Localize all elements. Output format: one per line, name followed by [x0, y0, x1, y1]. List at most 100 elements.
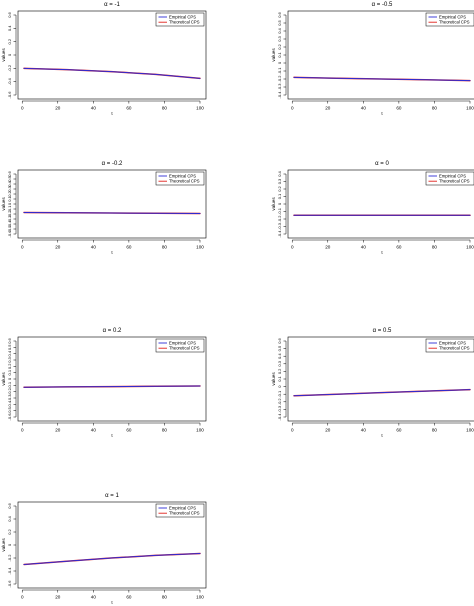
y-tick-label: -0.3	[277, 222, 282, 230]
y-tick-label: 0	[7, 202, 12, 205]
x-tick-label: 20	[55, 595, 61, 600]
series-line-empirical-cps	[23, 385, 201, 388]
x-tick-label: 100	[196, 106, 204, 111]
chart-title: α = -0.5	[372, 2, 393, 8]
x-tick-label: 20	[325, 245, 331, 250]
y-tick-label: -0.6	[7, 413, 12, 421]
y-tick-label: 0.1	[277, 193, 282, 199]
y-tick-label: -0.4	[7, 400, 12, 408]
x-tick-label: 80	[162, 106, 168, 111]
y-tick-label: 0.6	[7, 11, 12, 17]
chart-title: α = -1	[104, 2, 120, 8]
y-tick-label: -0.3	[277, 405, 282, 413]
y-tick-label: -0.1	[277, 390, 282, 398]
x-axis-label: t	[111, 600, 113, 605]
y-tick-label: -0.4	[277, 230, 282, 238]
y-tick-label: 0.2	[277, 368, 282, 374]
series-line-empirical-cps	[23, 67, 201, 79]
y-axis-label: values	[271, 48, 276, 62]
x-tick-label: 0	[291, 428, 294, 433]
y-tick-label: 0.3	[277, 178, 282, 184]
x-axis-label: t	[381, 433, 383, 438]
y-tick-label: -0.5	[7, 406, 12, 414]
y-tick-label: -0.3	[7, 394, 12, 402]
y-tick-label: -0.6	[7, 580, 12, 588]
x-tick-label: 40	[91, 106, 97, 111]
legend-label: Empirical CPS	[439, 174, 466, 179]
x-tick-label: 0	[291, 106, 294, 111]
x-tick-label: 0	[21, 106, 24, 111]
y-tick-label: 0.4	[277, 170, 282, 176]
legend-label: Theoretical CPS	[439, 346, 470, 351]
legend-box	[425, 338, 474, 353]
x-tick-label: 100	[466, 428, 474, 433]
y-tick-label: 0.2	[7, 190, 12, 196]
y-tick-label: -0.4	[277, 91, 282, 99]
y-tick-label: 0.3	[7, 185, 12, 191]
y-tick-label: 0.5	[277, 345, 282, 351]
x-tick-label: 40	[91, 428, 97, 433]
y-tick-label: -0.6	[7, 91, 12, 99]
y-tick-label: -0.4	[277, 413, 282, 421]
legend-box	[155, 12, 205, 27]
x-tick-label: 60	[396, 428, 402, 433]
legend-label: Theoretical CPS	[439, 179, 470, 184]
y-tick-label: -0.4	[7, 220, 12, 228]
legend-label: Theoretical CPS	[169, 346, 200, 351]
y-tick-label: -0.2	[277, 75, 282, 83]
x-tick-label: 60	[126, 428, 132, 433]
y-axis-label: values	[271, 197, 276, 211]
x-tick-label: 40	[361, 428, 367, 433]
y-tick-label: 0.4	[7, 25, 12, 31]
x-tick-label: 0	[21, 595, 24, 600]
chart-title: α = 0.5	[373, 328, 392, 334]
y-axis-label: values	[1, 372, 6, 386]
y-tick-label: 0.4	[7, 350, 12, 356]
y-tick-label: -0.1	[7, 381, 12, 389]
y-tick-label: 0.2	[277, 185, 282, 191]
x-tick-label: 20	[55, 245, 61, 250]
y-tick-label: 0.1	[7, 195, 12, 201]
plot-frame	[17, 501, 207, 589]
y-tick-label: -0.4	[7, 77, 12, 85]
plot-frame	[17, 10, 207, 100]
y-tick-label: 0.2	[7, 363, 12, 369]
legend-box	[155, 171, 205, 186]
y-tick-label: 0.5	[277, 19, 282, 25]
y-tick-label: 0.4	[277, 27, 282, 33]
y-tick-label: 0.1	[277, 51, 282, 57]
x-tick-label: 60	[396, 245, 402, 250]
y-tick-label: -0.4	[7, 567, 12, 575]
x-tick-label: 60	[126, 595, 132, 600]
y-tick-label: -0.2	[7, 64, 12, 72]
chart-panel-4: α = 0 0 20 40 60 80 100 t -0.4-0.3-0.2-0.1 0 0.1 0.…	[271, 161, 474, 255]
legend-label: Theoretical CPS	[169, 179, 200, 184]
plot-frame	[287, 169, 474, 239]
x-tick-label: 20	[55, 428, 61, 433]
y-tick-label: 0.3	[7, 356, 12, 362]
x-tick-label: 40	[361, 106, 367, 111]
y-tick-label: -0.2	[277, 398, 282, 406]
legend-label: Theoretical CPS	[169, 511, 200, 516]
chart-title: α = 1	[105, 493, 119, 499]
x-tick-label: 60	[126, 245, 132, 250]
y-tick-label: 0.2	[7, 38, 12, 44]
legend-label: Empirical CPS	[439, 341, 466, 346]
y-tick-label: -0.3	[277, 83, 282, 91]
legend-label: Empirical CPS	[439, 15, 466, 20]
x-tick-label: 100	[196, 428, 204, 433]
y-tick-label: -0.5	[7, 225, 12, 233]
y-tick-label: 0	[277, 61, 282, 64]
y-tick-label: 0.6	[277, 337, 282, 343]
chart-panel-2: α = -0.5 0 20 40 60 80 100 t -0.4-0.3-0.2-0.1 0 0.…	[271, 2, 474, 116]
y-axis-label: values	[1, 197, 6, 211]
x-tick-label: 40	[91, 595, 97, 600]
series-line-empirical-cps	[293, 76, 471, 82]
x-axis-label: t	[111, 433, 113, 438]
y-tick-label: 0.3	[277, 360, 282, 366]
